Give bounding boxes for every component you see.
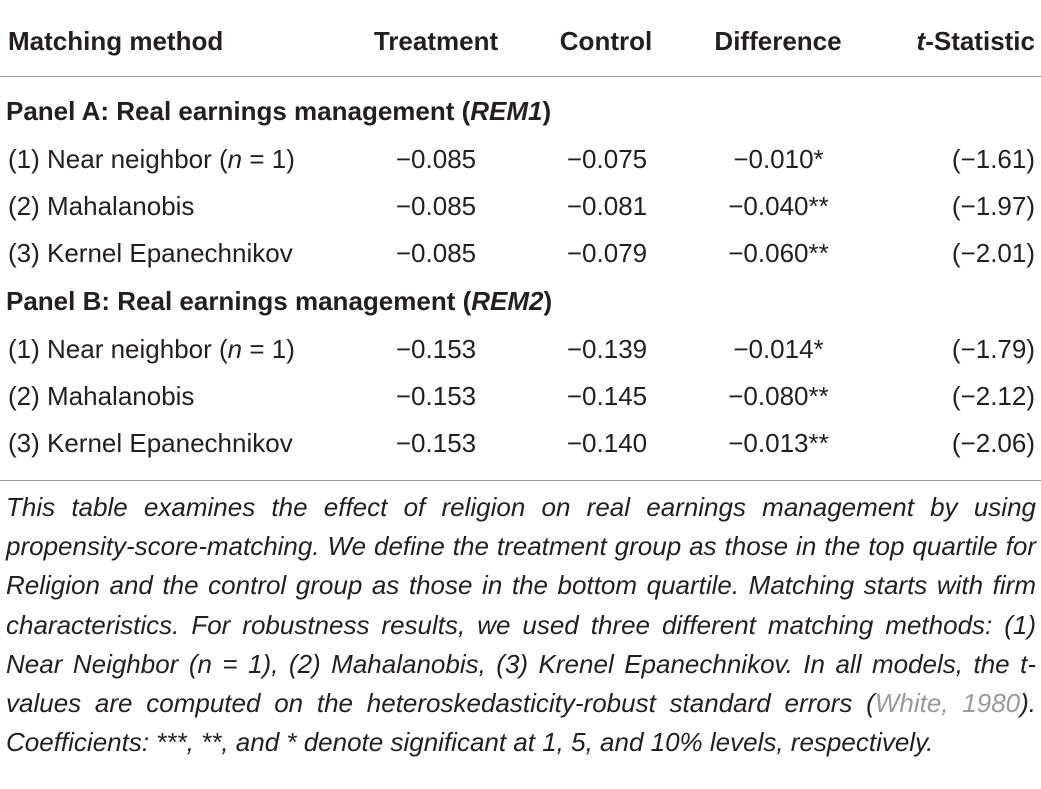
footnote-text: This table examines the effect of religi… bbox=[6, 492, 1036, 719]
row-method: (1) Near neighbor (n = 1) bbox=[8, 329, 295, 369]
cell-difference: −0.013** bbox=[728, 428, 829, 458]
table-header-row: Matching method Treatment Control Differ… bbox=[0, 21, 1041, 61]
header-t-statistic: t-Statistic bbox=[900, 21, 1037, 61]
panel-a-variable: REM1 bbox=[470, 96, 543, 126]
cell-control: −0.075 bbox=[566, 144, 648, 174]
header-control: Control bbox=[559, 26, 653, 56]
cell-treatment: −0.085 bbox=[395, 238, 477, 268]
method-text-end: = 1) bbox=[242, 334, 295, 364]
cell-treatment: −0.153 bbox=[395, 428, 477, 458]
cell-t-statistic: (−2.12) bbox=[951, 381, 1035, 411]
table-row: (3) Kernel Epanechnikov −0.085 −0.079 −0… bbox=[0, 233, 1041, 273]
cell-treatment: −0.085 bbox=[395, 191, 477, 221]
table-row: (2) Mahalanobis −0.085 −0.081 −0.040** (… bbox=[0, 186, 1041, 226]
cell-control: −0.140 bbox=[566, 428, 648, 458]
cell-t-statistic: (−2.01) bbox=[951, 238, 1035, 268]
cell-control: −0.081 bbox=[566, 191, 648, 221]
cell-difference: −0.080** bbox=[728, 381, 829, 411]
table-row: (3) Kernel Epanechnikov −0.153 −0.140 −0… bbox=[0, 423, 1041, 463]
table-row: (1) Near neighbor (n = 1) −0.153 −0.139 … bbox=[0, 329, 1041, 369]
cell-difference: −0.060** bbox=[728, 238, 829, 268]
cell-t-statistic: (−2.06) bbox=[951, 428, 1035, 458]
row-method: (3) Kernel Epanechnikov bbox=[8, 238, 293, 268]
panel-a-title-suffix: ) bbox=[542, 96, 552, 126]
header-difference: Difference bbox=[714, 26, 842, 56]
citation-link[interactable]: White, 1980 bbox=[874, 688, 1021, 719]
cell-t-statistic: (−1.61) bbox=[951, 144, 1035, 174]
cell-control: −0.079 bbox=[566, 238, 648, 268]
method-text-end: = 1) bbox=[242, 144, 295, 174]
row-method: (2) Mahalanobis bbox=[8, 381, 195, 411]
row-method: (3) Kernel Epanechnikov bbox=[8, 428, 293, 458]
panel-a-title-prefix: Panel A: Real earnings management ( bbox=[6, 96, 471, 126]
cell-treatment: −0.085 bbox=[395, 144, 477, 174]
cell-control: −0.139 bbox=[566, 334, 648, 364]
header-t-suffix: -Statistic bbox=[925, 26, 1035, 56]
table-row: (1) Near neighbor (n = 1) −0.085 −0.075 … bbox=[0, 139, 1041, 179]
method-n-italic: n bbox=[227, 144, 243, 174]
panel-b-title-suffix: ) bbox=[543, 286, 553, 316]
cell-difference: −0.010* bbox=[733, 144, 824, 174]
cell-difference: −0.014* bbox=[733, 334, 824, 364]
cell-treatment: −0.153 bbox=[395, 334, 477, 364]
method-n-italic: n bbox=[227, 334, 243, 364]
table-footnote: This table examines the effect of religi… bbox=[6, 488, 1036, 762]
panel-b-title-prefix: Panel B: Real earnings management ( bbox=[6, 286, 472, 316]
panel-b-title: Panel B: Real earnings management (REM2) bbox=[0, 281, 1041, 321]
footnote-text-end: ). Coefficients: ***, **, and * denote s… bbox=[6, 688, 1037, 758]
panel-b-variable: REM2 bbox=[471, 286, 544, 316]
cell-difference: −0.040** bbox=[728, 191, 829, 221]
header-treatment: Treatment bbox=[373, 26, 499, 56]
cell-t-statistic: (−1.79) bbox=[951, 334, 1035, 364]
method-text: (1) Near neighbor ( bbox=[8, 334, 228, 364]
cell-t-statistic: (−1.97) bbox=[951, 191, 1035, 221]
table-row: (2) Mahalanobis −0.153 −0.145 −0.080** (… bbox=[0, 376, 1041, 416]
cell-treatment: −0.153 bbox=[395, 381, 477, 411]
header-t-italic: t bbox=[916, 26, 926, 56]
method-text: (1) Near neighbor ( bbox=[8, 144, 228, 174]
row-method: (1) Near neighbor (n = 1) bbox=[8, 139, 295, 179]
header-rule bbox=[0, 76, 1041, 77]
header-matching-method: Matching method bbox=[8, 26, 224, 56]
row-method: (2) Mahalanobis bbox=[8, 191, 195, 221]
footer-rule bbox=[0, 480, 1041, 481]
cell-control: −0.145 bbox=[566, 381, 648, 411]
panel-a-title: Panel A: Real earnings management (REM1) bbox=[0, 91, 1041, 131]
